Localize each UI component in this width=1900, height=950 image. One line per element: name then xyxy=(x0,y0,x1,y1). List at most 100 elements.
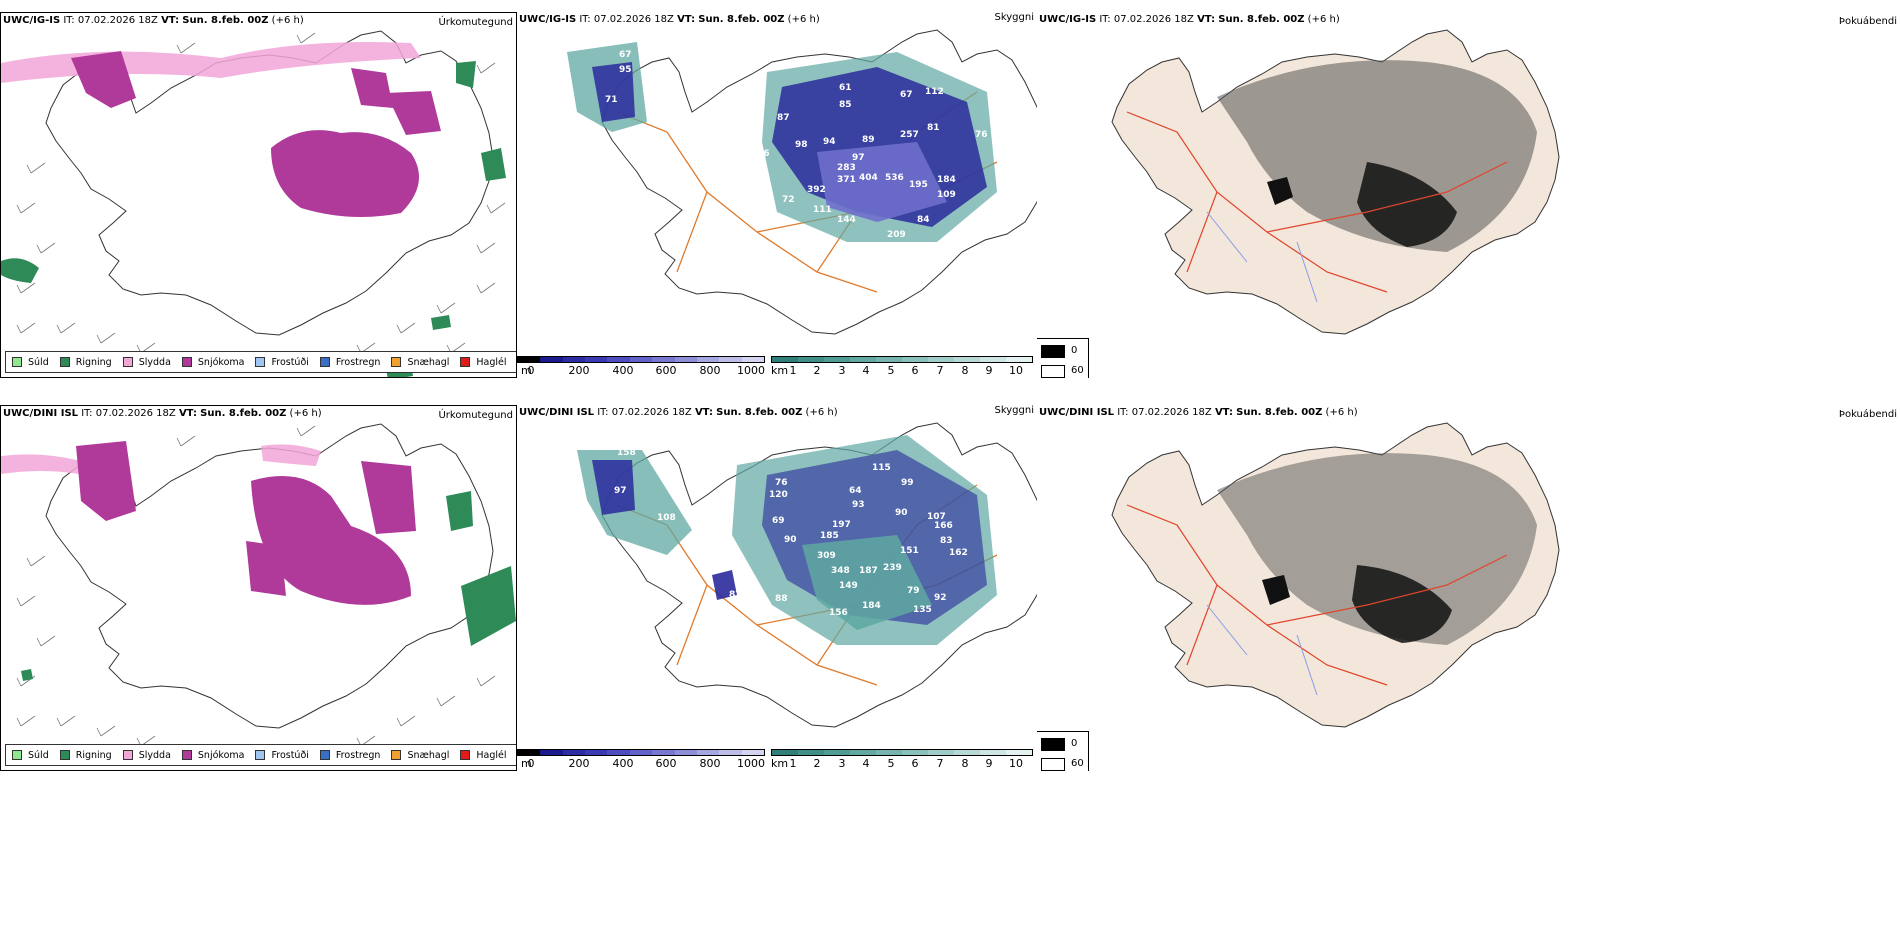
wind-barbs xyxy=(16,32,506,354)
visibility-label: 135 xyxy=(913,605,932,615)
colorbar-cell xyxy=(696,357,720,362)
colorbar-cell xyxy=(540,750,563,755)
iceland-fog xyxy=(1111,29,1560,335)
vt-value: Sun. 8.feb. 00Z xyxy=(182,15,269,26)
legend-swatch xyxy=(59,357,70,367)
colorbar-unit: m xyxy=(521,757,532,770)
legend-label: Snjókoma xyxy=(197,749,245,761)
it-label: IT: xyxy=(1117,407,1129,418)
legend-swatch xyxy=(122,750,133,760)
visibility-label: 90 xyxy=(895,508,908,518)
colorbar-tick: 2 xyxy=(813,757,821,770)
colorbar-tick: 5 xyxy=(887,757,895,770)
colorbar-tick: 3 xyxy=(838,364,846,377)
visibility-label: 85 xyxy=(839,100,852,110)
visibility-label: 536 xyxy=(885,173,904,183)
colorbar-tick: 200 xyxy=(568,364,590,377)
colorbar-cell xyxy=(674,750,697,755)
legend-label: Slydda xyxy=(138,749,171,761)
visibility-label: 109 xyxy=(937,190,956,200)
colorbar-cell xyxy=(876,750,902,755)
colorbar-cell xyxy=(585,357,608,362)
it-value: 07.02.2026 18Z xyxy=(77,15,158,26)
colorbar-tick: 1000 xyxy=(737,364,765,377)
legend-swatch xyxy=(460,357,471,367)
visibility-label: 209 xyxy=(887,230,906,240)
visibility-label: 151 xyxy=(900,546,919,556)
legend-label: Súld xyxy=(28,749,49,761)
panel-title: Þokuábendi xyxy=(1838,409,1897,420)
it-label: IT: xyxy=(63,15,75,26)
colorbar-cell xyxy=(719,750,742,755)
colorbar-cells xyxy=(771,749,1033,756)
it-value: 07.02.2026 18Z xyxy=(95,408,176,419)
lead-time: (+6 h) xyxy=(1307,14,1340,25)
legend-swatch xyxy=(12,357,22,367)
fog-legend-bottom: 60 xyxy=(1071,365,1084,376)
precip-areas xyxy=(1,441,516,681)
visibility-label: 79 xyxy=(907,586,920,596)
it-label: IT: xyxy=(579,14,591,25)
iceland-fog xyxy=(1111,422,1560,728)
colorbar-cell xyxy=(798,357,824,362)
colorbar-tick: 2 xyxy=(813,364,821,377)
panel-title: Úrkomutegund xyxy=(438,17,513,28)
model-name: UWC/DINI ISL xyxy=(3,408,79,419)
colorbar-cell xyxy=(850,750,876,755)
colorbar-tick: 10 xyxy=(1009,757,1023,770)
colorbar-tick: 6 xyxy=(911,757,919,770)
colorbar-cell xyxy=(562,357,586,362)
colorbar-cell xyxy=(607,357,630,362)
legend-swatch xyxy=(181,750,192,760)
panel-header: UWC/IG-IS IT: 07.02.2026 18Z VT: Sun. 8.… xyxy=(1039,14,1340,25)
colorbar-cell xyxy=(980,750,1006,755)
colorbar-unit: km xyxy=(771,757,789,770)
legend-item: Snæhagl xyxy=(391,750,449,761)
legend-item: Snjókoma xyxy=(181,749,245,761)
visibility-label: 97 xyxy=(735,198,748,208)
colorbar-km: km 1 2 3 4 5 6 7 8 9 10 xyxy=(771,356,1033,378)
legend-item: Haglél xyxy=(460,750,507,761)
legend-label: Rigning xyxy=(75,749,112,761)
fog-legend-swatch-black xyxy=(1041,738,1065,751)
legend-item: Rigning xyxy=(59,749,112,761)
visibility-label: 283 xyxy=(837,163,856,173)
visibility-label: 112 xyxy=(925,87,944,97)
legend-label: Súld xyxy=(28,356,49,368)
visibility-label: 87 xyxy=(729,590,742,600)
vt-label: VT: xyxy=(677,14,696,25)
panel-title: Þokuábendi xyxy=(1838,16,1897,27)
it-value: 07.02.2026 18Z xyxy=(1131,407,1212,418)
colorbar-tick: 0 xyxy=(527,757,535,770)
visibility-label: 67 xyxy=(900,90,913,100)
visibility-label: 97 xyxy=(852,153,865,163)
legend-swatch xyxy=(12,750,22,760)
legend-item: Frostúði xyxy=(255,357,309,368)
panel-header: UWC/DINI ISL IT: 07.02.2026 18Z VT: Sun.… xyxy=(3,408,322,419)
colorbar-tick: 800 xyxy=(699,757,721,770)
colorbar-unit: m xyxy=(521,364,532,377)
colorbar-cell xyxy=(772,357,798,362)
vt-label: VT: xyxy=(1214,407,1233,418)
legend-label: Frostúði xyxy=(271,749,309,761)
colorbar-cell xyxy=(954,357,980,362)
colorbar-cell xyxy=(540,357,563,362)
colorbar-cell xyxy=(518,750,541,755)
fog-legend-swatch-black xyxy=(1041,345,1065,358)
visibility-map: 158 97 108 76 120 69 90 64 115 99 90 93 … xyxy=(577,422,1037,728)
it-label: IT: xyxy=(81,408,93,419)
visibility-label: 84 xyxy=(917,215,930,225)
it-label: IT: xyxy=(1099,14,1111,25)
legend-label: Frostregn xyxy=(335,356,381,368)
colorbar-tick: 0 xyxy=(527,364,535,377)
model-name: UWC/DINI ISL xyxy=(519,407,595,418)
visibility-label: 111 xyxy=(813,205,832,215)
legend-item: Snjókoma xyxy=(181,357,244,368)
vt-label: VT: xyxy=(1197,14,1216,25)
visibility-label: 149 xyxy=(839,581,858,591)
colorbar-cell xyxy=(652,750,675,755)
fog-panel-row1: UWC/IG-IS IT: 07.02.2026 18Z VT: Sun. 8.… xyxy=(1037,12,1900,378)
visibility-label: 115 xyxy=(872,463,891,473)
legend-swatch xyxy=(391,750,402,760)
colorbar-cell xyxy=(1006,750,1032,755)
